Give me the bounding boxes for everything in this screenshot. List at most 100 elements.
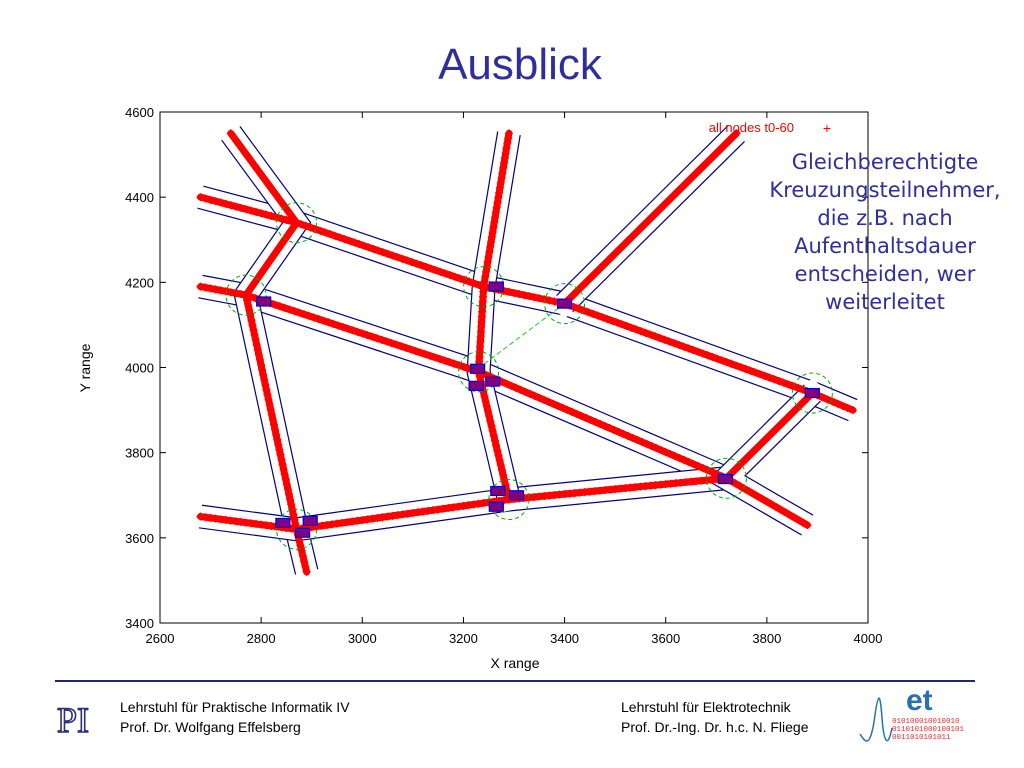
trace-marker xyxy=(450,359,459,368)
trace-marker xyxy=(407,258,416,267)
trace-marker xyxy=(343,518,352,527)
trace-marker xyxy=(459,501,468,510)
trace-marker xyxy=(444,504,453,513)
trace-marker xyxy=(772,424,781,433)
trace-marker xyxy=(593,311,602,320)
trace-marker xyxy=(544,397,553,406)
node-marker xyxy=(275,517,291,529)
intersection-circle xyxy=(225,274,267,316)
trace-marker xyxy=(483,407,492,416)
x-tick-label: 2800 xyxy=(247,631,276,646)
trace-marker xyxy=(359,241,368,250)
trace-marker xyxy=(226,129,235,138)
trace-marker xyxy=(264,395,273,404)
trace-marker xyxy=(504,134,513,143)
intersection-circle xyxy=(276,202,318,244)
y-tick-label: 4600 xyxy=(125,105,154,120)
trace-marker xyxy=(596,264,605,273)
trace-marker xyxy=(382,337,391,346)
trace-marker xyxy=(733,463,742,472)
trace-marker xyxy=(653,207,662,216)
trace-marker xyxy=(761,435,770,444)
trace-marker xyxy=(348,326,357,335)
node-marker xyxy=(556,298,573,309)
node-marker xyxy=(468,380,484,391)
trace-marker xyxy=(436,267,445,276)
node-marker xyxy=(488,501,504,512)
trace-marker xyxy=(440,356,449,365)
trace-marker xyxy=(317,521,326,530)
trace-marker xyxy=(515,290,524,299)
trace-marker xyxy=(326,230,335,239)
trace-marker xyxy=(196,193,205,202)
trace-marker xyxy=(398,254,407,263)
trace-marker xyxy=(563,405,572,414)
trace-marker xyxy=(275,302,284,311)
trace-marker xyxy=(632,325,641,334)
trace-marker xyxy=(699,464,708,473)
trace-marker xyxy=(798,518,807,527)
wave-icon xyxy=(859,697,893,742)
trace-marker xyxy=(754,442,763,451)
trace-marker xyxy=(698,349,707,358)
trace-marker xyxy=(238,145,247,154)
link-layer xyxy=(477,303,565,370)
trace-marker xyxy=(711,150,720,159)
trace-marker xyxy=(482,267,491,276)
trace-marker xyxy=(627,323,636,332)
trace-marker xyxy=(525,292,534,301)
trace-marker xyxy=(455,274,464,283)
node-marker xyxy=(717,473,733,485)
trace-marker xyxy=(260,375,269,384)
trace-marker xyxy=(309,313,318,322)
trace-marker xyxy=(201,283,210,292)
trace-marker xyxy=(670,452,679,461)
trace-marker xyxy=(495,456,504,465)
trace-marker xyxy=(374,246,383,255)
trace-marker xyxy=(736,363,745,372)
trace-marker xyxy=(489,223,498,232)
trace-marker xyxy=(482,402,491,411)
trace-marker xyxy=(252,340,261,349)
trace-marker xyxy=(762,497,771,506)
trace-marker xyxy=(614,428,623,437)
trace-marker xyxy=(216,198,225,207)
trace-marker xyxy=(245,306,254,315)
trace-marker xyxy=(345,236,354,245)
pi-logo: PI xyxy=(56,699,90,738)
trace-marker xyxy=(753,492,762,501)
trace-marker xyxy=(487,421,496,430)
et-digits: 010100010010010 xyxy=(892,718,960,726)
trace-marker xyxy=(610,249,619,258)
note-line: entscheiden, wer xyxy=(794,262,976,286)
trace-marker xyxy=(499,470,508,479)
trace-marker xyxy=(280,303,289,312)
trace-marker xyxy=(685,175,694,184)
trace-marker xyxy=(771,502,780,511)
trace-marker xyxy=(776,505,785,514)
trace-marker xyxy=(642,218,651,227)
axes: 2600 2800 3000 3200 3400 3600 3800 4000 3400 3600… xyxy=(125,105,882,646)
trace-marker xyxy=(335,233,344,242)
trace-marker xyxy=(491,208,500,217)
trace-marker xyxy=(211,285,220,294)
y-tick-label: 3800 xyxy=(125,446,154,461)
intersection-circle xyxy=(791,372,833,414)
trace-marker xyxy=(577,411,586,420)
trace-marker xyxy=(241,205,250,214)
trace-marker xyxy=(278,460,287,469)
trace-marker xyxy=(642,440,651,449)
trace-marker xyxy=(397,342,406,351)
trace-marker xyxy=(493,198,502,207)
trace-marker xyxy=(439,504,448,513)
node-marker xyxy=(488,281,504,292)
x-tick-label: 3400 xyxy=(550,631,579,646)
trace-marker xyxy=(247,206,256,215)
trace-marker xyxy=(794,403,803,412)
trace-marker xyxy=(229,133,238,142)
trace-marker xyxy=(393,253,402,262)
trace-marker xyxy=(417,261,426,270)
trace-marker xyxy=(275,445,284,454)
trace-marker xyxy=(751,368,760,377)
trace-marker xyxy=(501,149,510,158)
